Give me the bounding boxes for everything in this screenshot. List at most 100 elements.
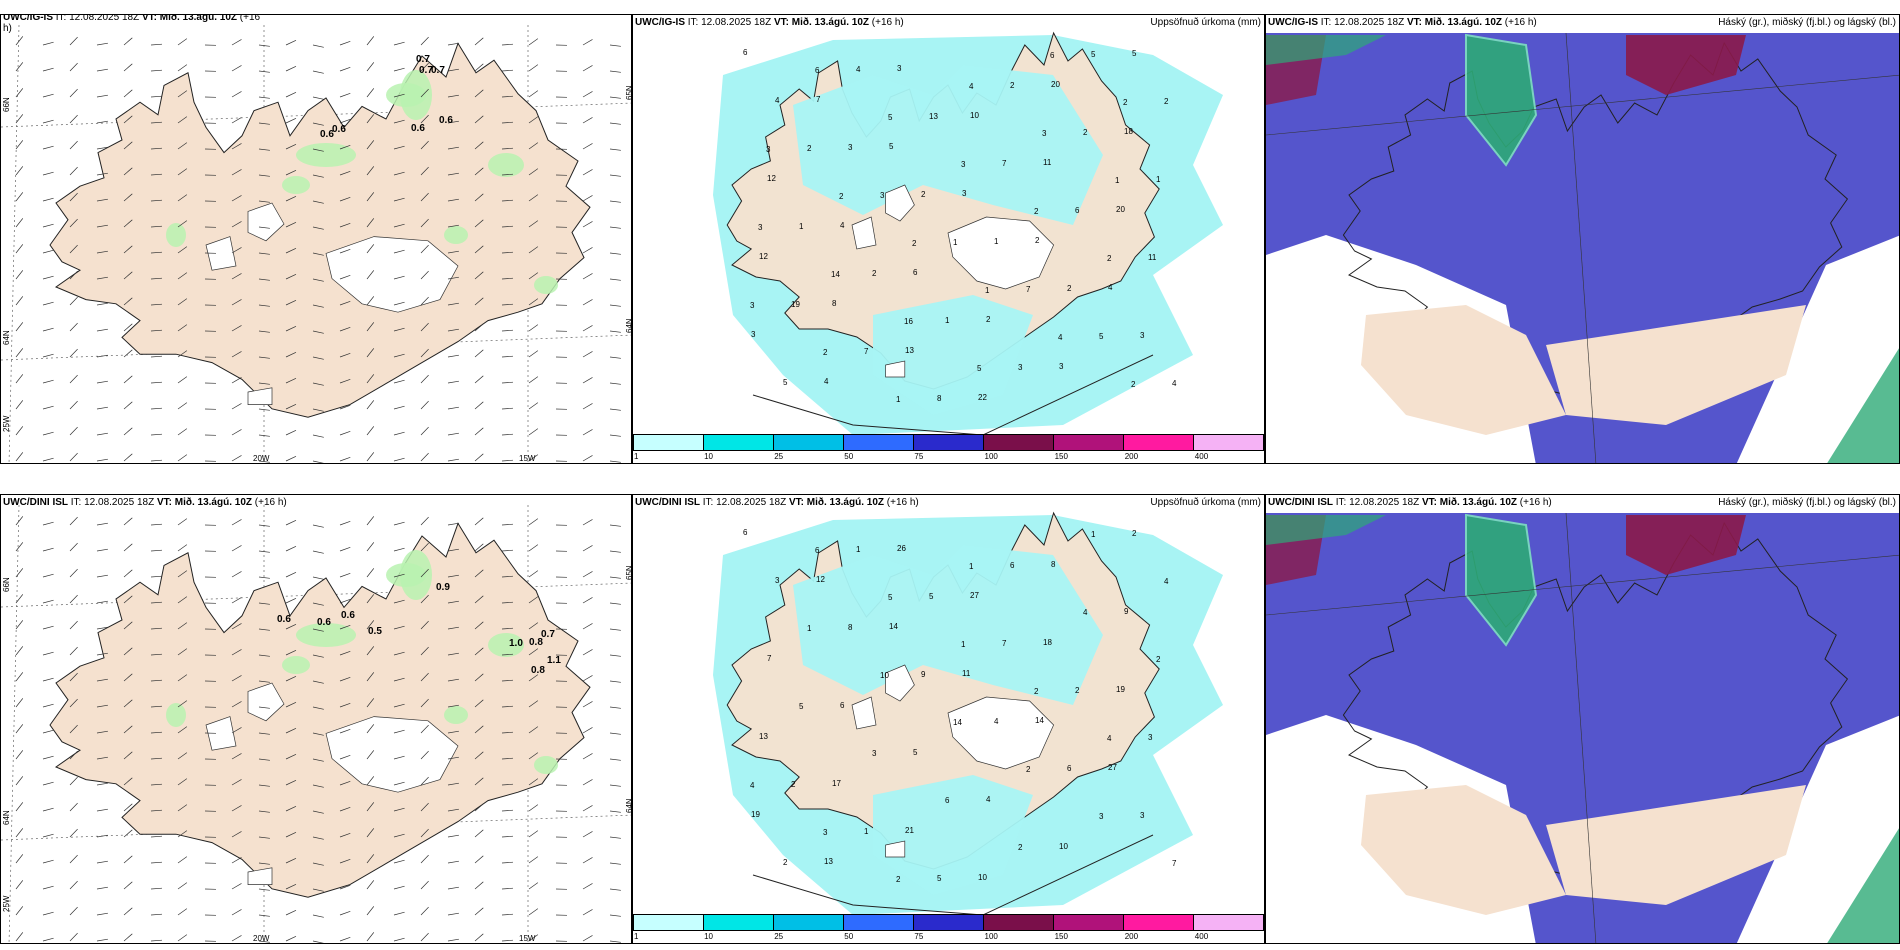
colorbar-tick-label: 150 <box>1054 452 1068 461</box>
wind-barb <box>258 654 270 657</box>
wind-barb <box>285 545 297 552</box>
wind-barb <box>123 933 133 942</box>
glacier <box>851 216 877 250</box>
wind-barb <box>609 304 621 307</box>
precip-area <box>1053 327 1173 363</box>
wind-barb <box>474 569 484 578</box>
wind-barb <box>150 43 163 46</box>
lat-label: 25W <box>2 415 11 432</box>
precip-area <box>400 550 432 600</box>
wind-barb <box>96 704 108 708</box>
land-visible <box>1546 305 1806 425</box>
wind-barb <box>312 758 324 762</box>
wind-barb <box>312 356 324 360</box>
glacier <box>205 716 237 751</box>
wind-barb <box>474 907 484 916</box>
wind-barb <box>582 169 593 176</box>
wind-barb <box>285 909 297 916</box>
precip-value: 10 <box>1059 842 1068 851</box>
wind-barb <box>393 93 405 98</box>
precip-map: 6753243431011201281322201812462354321235… <box>713 31 1223 436</box>
wind-barb <box>42 859 54 864</box>
wind-barb <box>42 405 54 410</box>
wind-barb <box>258 810 270 813</box>
wind-barb <box>420 568 429 578</box>
precip-value: 27 <box>970 591 979 600</box>
wind-barb <box>474 401 484 410</box>
wind-barb <box>393 703 405 708</box>
wind-barb <box>447 198 459 202</box>
wind-barb <box>258 940 270 943</box>
wind-barb <box>393 729 405 734</box>
wind-barb <box>123 699 133 708</box>
precip-value: 6 <box>743 528 748 537</box>
wind-barb <box>285 325 297 332</box>
wind-barb <box>231 221 242 228</box>
wind-barb <box>501 861 514 864</box>
wind-barb <box>177 570 188 578</box>
meridian-line <box>1565 512 1597 943</box>
wind-barb <box>69 828 78 838</box>
precip-value: 6 <box>743 48 748 57</box>
precip-value: 3 <box>961 160 966 169</box>
wind-barb <box>312 628 324 632</box>
wind-barb <box>231 91 242 98</box>
wind-barb <box>582 273 593 280</box>
precip-value: 4 <box>775 96 780 105</box>
wind-barb <box>231 701 242 708</box>
wind-barb <box>150 407 163 410</box>
precip-value: 2 <box>1164 97 1169 106</box>
wind-barb <box>609 524 621 527</box>
wind-barb <box>501 225 514 228</box>
precip-value: 7 <box>1002 639 1007 648</box>
wind-barb <box>150 939 163 942</box>
wind-barb <box>177 700 188 708</box>
wind-value: 0.6 <box>332 124 346 135</box>
wind-barb <box>123 271 133 280</box>
wind-barb <box>42 327 54 332</box>
colorbar-segment <box>1124 435 1194 450</box>
wind-barb <box>582 571 593 578</box>
wind-barb <box>15 426 24 436</box>
wind-barb <box>177 622 188 630</box>
wind-barb <box>177 934 188 942</box>
wind-barb <box>393 301 405 306</box>
precip-value: 4 <box>1083 608 1088 617</box>
wind-barb <box>123 89 133 98</box>
wind-barb <box>447 354 459 358</box>
wind-map: 0.90.6 0.60.60.51.0 0.80.71.10.8 <box>1 504 631 943</box>
wind-barb <box>123 453 133 462</box>
wind-barb <box>312 278 324 282</box>
wind-barb <box>582 805 593 812</box>
wind-barb <box>582 351 593 358</box>
wind-barb <box>393 937 405 942</box>
mid-cloud-area <box>1266 35 1386 65</box>
wind-barb <box>123 349 133 358</box>
wind-barb <box>285 649 297 656</box>
wind-barb <box>258 434 270 437</box>
wind-barb <box>420 88 429 98</box>
precip-value: 3 <box>1148 733 1153 742</box>
wind-barb <box>177 908 188 916</box>
wind-barb <box>231 857 242 864</box>
wind-barb <box>258 680 270 683</box>
precip-value: 2 <box>1026 765 1031 774</box>
precip-value: 2 <box>1083 128 1088 137</box>
wind-barb <box>96 198 108 202</box>
precip-value: 2 <box>823 348 828 357</box>
wind-barb <box>420 114 429 124</box>
wind-barb <box>150 277 163 280</box>
wind-barb <box>177 64 188 72</box>
colorbar-segment <box>914 435 984 450</box>
wind-value: 0.8 <box>531 665 545 676</box>
wind-barb <box>339 858 351 864</box>
wind-barb <box>150 147 163 150</box>
wind-barb <box>366 426 375 436</box>
wind-barb <box>42 547 54 552</box>
wind-barb <box>609 836 621 839</box>
wind-barb <box>42 755 54 760</box>
wind-barb <box>285 935 297 942</box>
precip-area <box>534 756 558 774</box>
wind-barb <box>339 92 351 98</box>
wind-barb <box>609 680 621 683</box>
